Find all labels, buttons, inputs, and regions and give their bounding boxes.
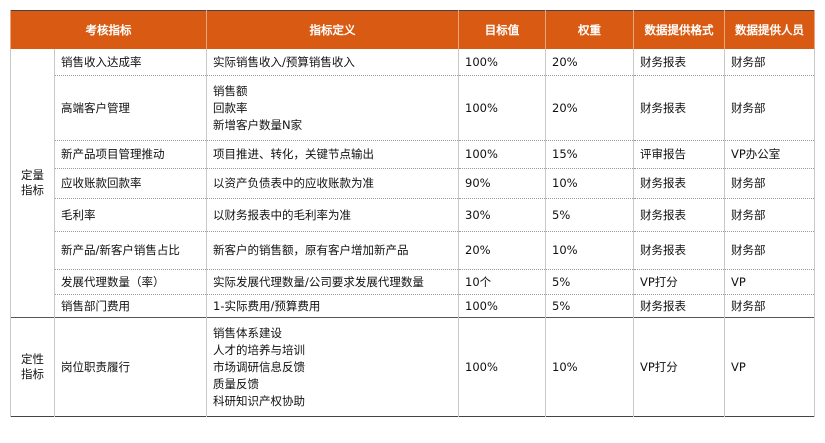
- definition-cell: 实际发展代理数量/公司要求发展代理数量: [206, 269, 459, 295]
- definition-line: 项目推进、转化，关键节点输出: [213, 147, 374, 161]
- kpi-table-wrapper: 考核指标 指标定义 目标值 权重 数据提供格式 数据提供人员 定量 指标 销售收入达…: [10, 10, 815, 417]
- definition-line: 实际销售收入/预算销售收入: [213, 54, 355, 69]
- weight-cell: 5%: [545, 294, 634, 318]
- definition-line: 销售体系建设: [213, 325, 282, 340]
- table-row: 发展代理数量（率） 实际发展代理数量/公司要求发展代理数量 10个 5% VP打分 VP: [11, 269, 815, 295]
- kpi-table: 考核指标 指标定义 目标值 权重 数据提供格式 数据提供人员 定量 指标 销售收入达…: [10, 10, 815, 417]
- definition-cell: 以财务报表中的毛利率为准: [206, 198, 459, 232]
- table-row: 毛利率 以财务报表中的毛利率为准 30% 5% 财务报表 财务部: [11, 198, 815, 232]
- definition-line: 以财务报表中的毛利率为准: [213, 207, 351, 222]
- target-cell: 100%: [458, 294, 546, 318]
- data-format-cell: 财务报表: [633, 231, 725, 270]
- table-row: 新产品项目管理推动 项目推进、转化，关键节点输出 100% 15% 评审报告 VP办公室: [11, 140, 815, 169]
- category-label-line: 定性: [21, 352, 44, 366]
- weight-cell: 10%: [545, 317, 634, 417]
- table-row: 销售部门费用 1-实际费用/预算费用 100% 5% 财务报表 财务部: [11, 294, 815, 318]
- table-row: 定性 指标 岗位职责履行 销售体系建设人才的培养与培训 市场调研信息反馈 质量反馈科研知识…: [10, 317, 815, 417]
- definition-line: 新增客户数量N家: [213, 117, 303, 132]
- data-format-cell: 评审报告: [633, 140, 725, 169]
- data-format-cell: 财务报表: [633, 168, 725, 199]
- target-cell: 100%: [458, 140, 546, 169]
- weight-cell: 5%: [545, 198, 634, 232]
- data-provider-cell: VP: [724, 269, 815, 295]
- data-format-cell: 财务报表: [633, 198, 725, 232]
- target-cell: 100%: [458, 75, 546, 141]
- target-cell: 20%: [458, 231, 546, 270]
- target-cell: 90%: [458, 168, 546, 199]
- indicator-name-cell: 新产品项目管理推动: [54, 140, 207, 169]
- data-provider-cell: 财务部: [724, 49, 815, 76]
- target-cell: 100%: [458, 49, 546, 76]
- data-provider-cell: 财务部: [724, 75, 815, 141]
- data-provider-cell: VP办公室: [724, 140, 815, 169]
- weight-cell: 20%: [545, 49, 634, 76]
- table-row: 应收账款回款率 以资产负债表中的应收账款为准 90% 10% 财务报表 财务部: [11, 168, 815, 199]
- definition-cell: 销售额回款率新增客户数量N家: [206, 75, 459, 141]
- data-provider-cell: 财务部: [724, 231, 815, 270]
- header-indicator: 考核指标: [10, 10, 207, 49]
- definition-line: 科研知识产权协助: [213, 393, 305, 408]
- definition-line: 人才的培养与培训: [213, 342, 305, 357]
- definition-cell: 新客户的销售额，原有客户增加新产品: [206, 231, 459, 270]
- definition-line: 销售额: [213, 83, 248, 98]
- data-provider-cell: 财务部: [724, 198, 815, 232]
- definition-cell: 项目推进、转化，关键节点输出: [206, 140, 459, 169]
- definition-cell: 销售体系建设人才的培养与培训 市场调研信息反馈 质量反馈科研知识产权协助: [206, 317, 459, 417]
- definition-line: 市场调研信息反馈: [213, 359, 305, 374]
- definition-cell: 以资产负债表中的应收账款为准: [206, 168, 459, 199]
- indicator-name-cell: 销售部门费用: [54, 294, 207, 318]
- definition-line: 质量反馈: [213, 376, 259, 391]
- table-row: 新产品/新客户销售占比 新客户的销售额，原有客户增加新产品 20% 10% 财务报表 财务…: [11, 231, 815, 270]
- header-row: 考核指标 指标定义 目标值 权重 数据提供格式 数据提供人员: [10, 10, 815, 49]
- category-label-line: 指标: [21, 183, 44, 197]
- indicator-name-cell: 销售收入达成率: [54, 49, 207, 76]
- indicator-name-cell: 毛利率: [54, 198, 207, 232]
- data-provider-cell: 财务部: [724, 168, 815, 199]
- data-provider-cell: 财务部: [724, 294, 815, 318]
- indicator-name-cell: 新产品/新客户销售占比: [54, 231, 207, 270]
- weight-cell: 10%: [545, 231, 634, 270]
- header-definition: 指标定义: [206, 10, 459, 49]
- definition-cell: 1-实际费用/预算费用: [206, 294, 459, 318]
- header-data-format: 数据提供格式: [633, 10, 725, 49]
- definition-line: 实际发展代理数量/公司要求发展代理数量: [213, 274, 424, 289]
- header-weight: 权重: [545, 10, 634, 49]
- weight-cell: 5%: [545, 269, 634, 295]
- indicator-name-cell: 发展代理数量（率）: [54, 269, 207, 295]
- data-provider-cell: VP: [724, 317, 815, 417]
- data-format-cell: VP打分: [633, 269, 725, 295]
- data-format-cell: 财务报表: [633, 49, 725, 76]
- category-cell: 定性 指标: [10, 317, 55, 417]
- indicator-name-cell: 岗位职责履行: [54, 317, 207, 417]
- weight-cell: 10%: [545, 168, 634, 199]
- data-format-cell: 财务报表: [633, 75, 725, 141]
- definition-cell: 实际销售收入/预算销售收入: [206, 49, 459, 76]
- category-cell: 定量 指标: [10, 49, 55, 318]
- indicator-name-cell: 应收账款回款率: [54, 168, 207, 199]
- table-row: 定量 指标 销售收入达成率 实际销售收入/预算销售收入 100% 20% 财务报表 财务部: [10, 49, 815, 318]
- table-row: 高端客户管理 销售额 回款率 新增客户数量N家 100% 20% 财务报表 财务部: [11, 75, 815, 141]
- header-data-provider: 数据提供人员: [724, 10, 815, 49]
- header-target: 目标值: [458, 10, 546, 49]
- definition-line: 以资产负债表中的应收账款为准: [213, 176, 374, 190]
- category-label-line: 定量: [21, 168, 44, 182]
- definition-line: 新客户的销售额，原有客户增加新产品: [213, 243, 409, 257]
- indicator-name-cell: 高端客户管理: [54, 75, 207, 141]
- target-cell: 30%: [458, 198, 546, 232]
- data-format-cell: VP打分: [633, 317, 725, 417]
- target-cell: 100%: [458, 317, 546, 417]
- category-label-line: 指标: [21, 367, 44, 381]
- definition-line: 回款率: [213, 100, 248, 115]
- data-format-cell: 财务报表: [633, 294, 725, 318]
- weight-cell: 15%: [545, 140, 634, 169]
- kpi-table-body: 定量 指标 销售收入达成率 实际销售收入/预算销售收入 100% 20% 财务报表 财务部 高端…: [10, 49, 815, 417]
- target-cell: 10个: [458, 269, 546, 295]
- weight-cell: 20%: [545, 75, 634, 141]
- definition-line: 1-实际费用/预算费用: [213, 298, 321, 313]
